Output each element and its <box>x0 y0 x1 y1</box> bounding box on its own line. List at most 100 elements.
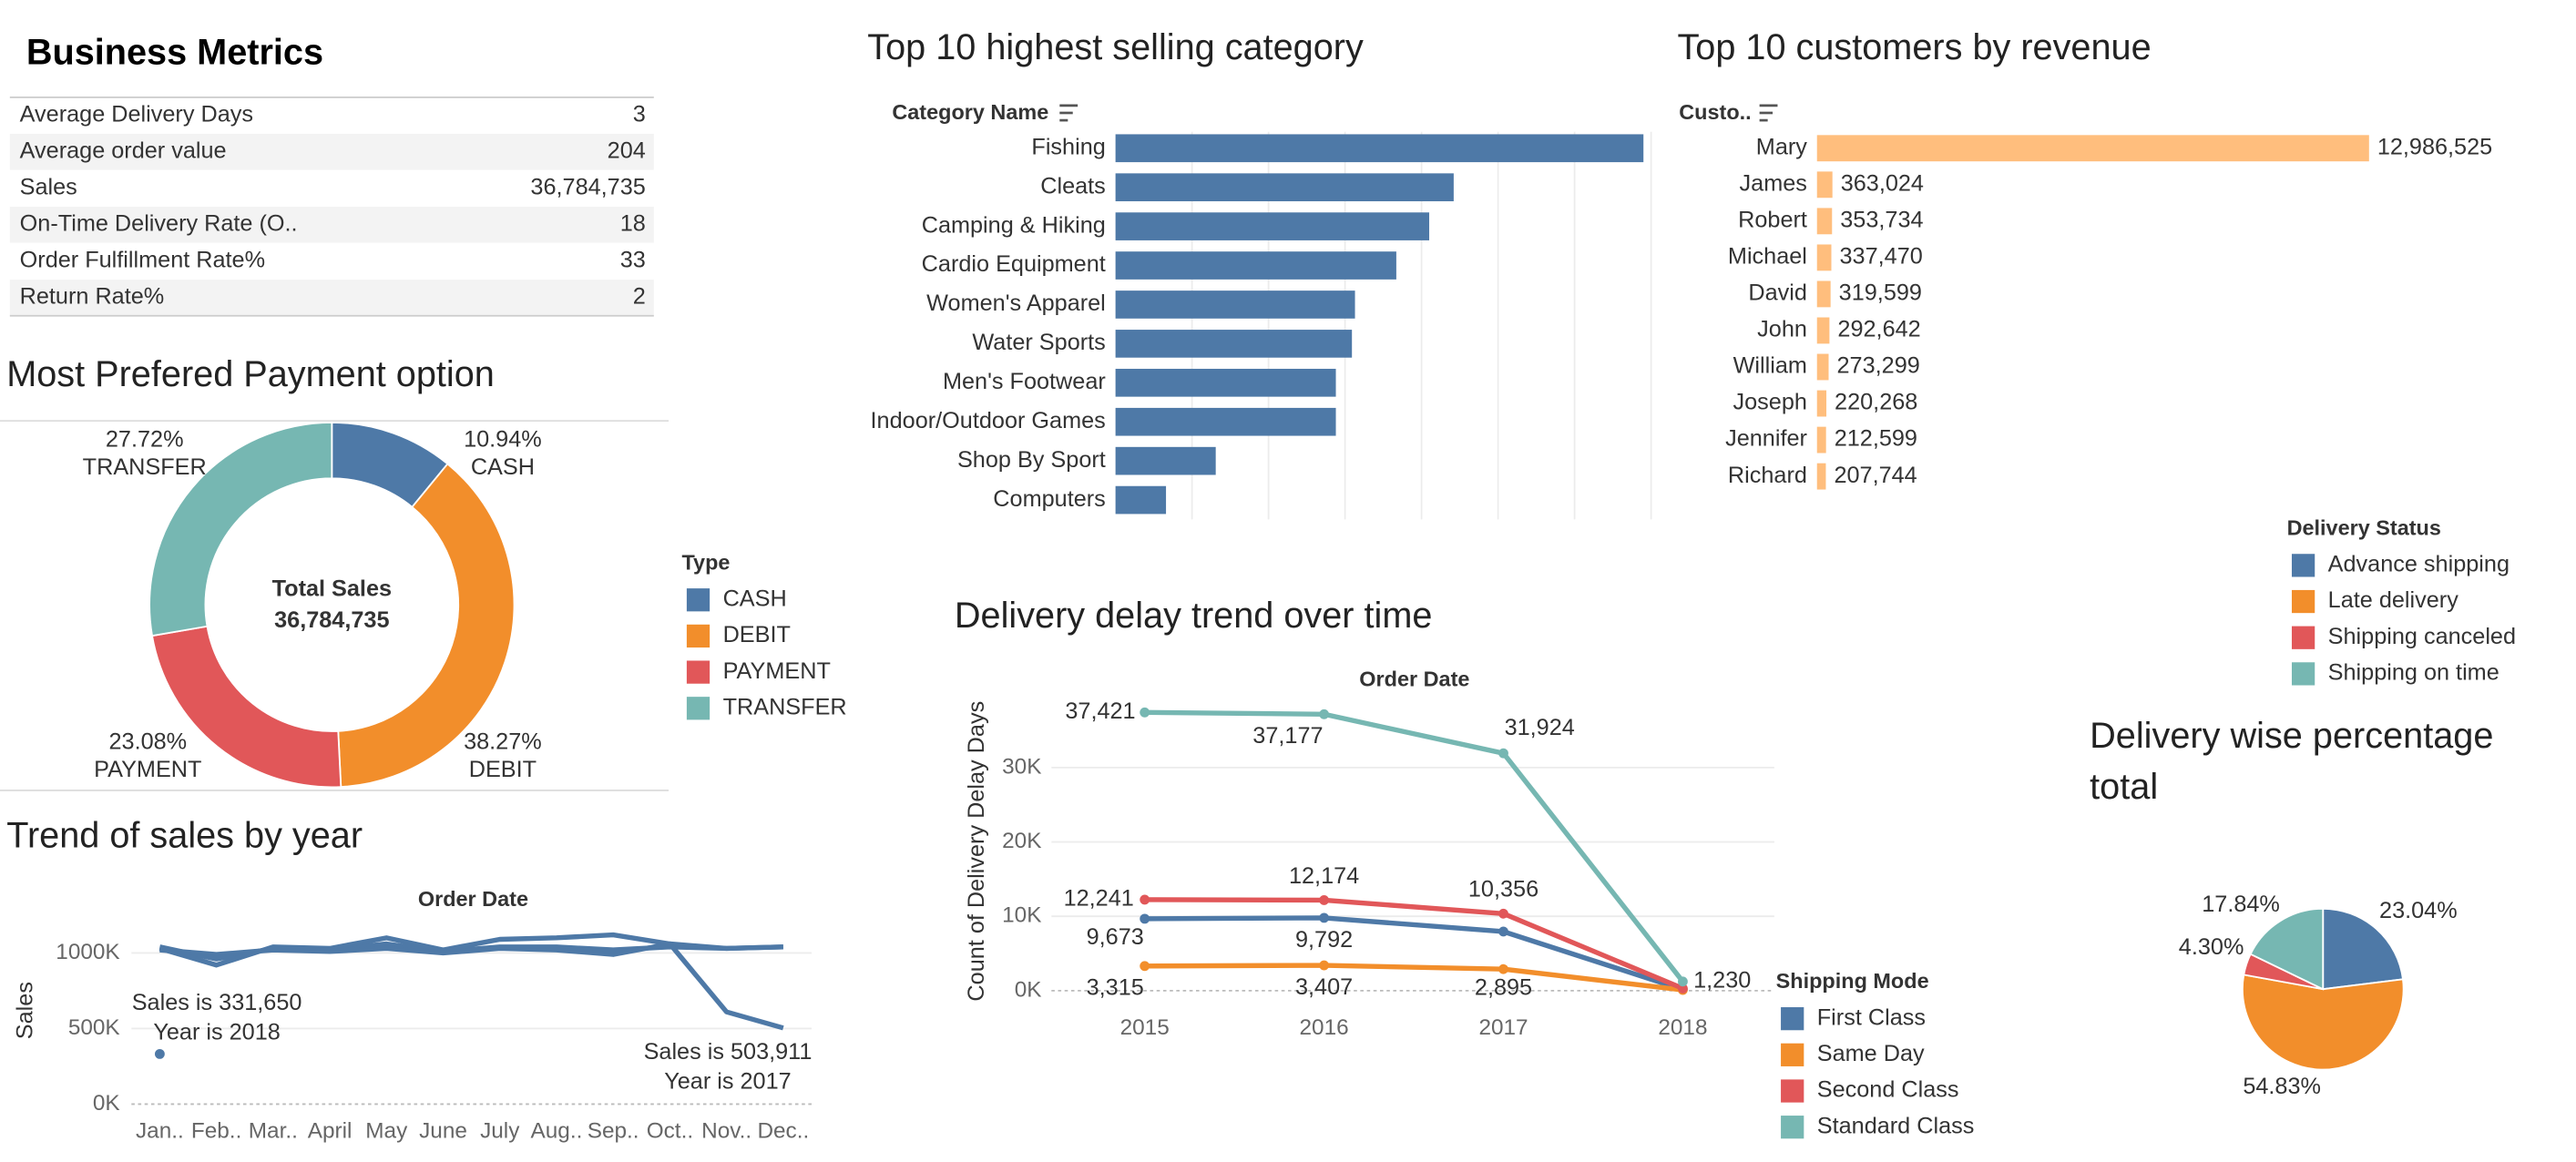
category-label: William <box>1733 353 1807 379</box>
value-label: 212,599 <box>1835 426 1917 452</box>
chart-title: Top 10 customers by revenue <box>1677 27 2151 67</box>
legend-label: Shipping canceled <box>2328 624 2516 649</box>
y-tick-label: 30K <box>1002 754 1041 779</box>
category-label: Camping & Hiking <box>922 212 1106 238</box>
category-label: Shop By Sport <box>957 447 1106 473</box>
x-tick-label: Sep.. <box>588 1119 639 1144</box>
value-label: 12,986,525 <box>2377 134 2492 159</box>
bar <box>1816 390 1827 417</box>
category-label: Robert <box>1738 208 1807 233</box>
legend-title: Shipping Mode <box>1776 969 1929 993</box>
bar <box>1115 290 1355 319</box>
point <box>154 1048 165 1059</box>
legend-label: First Class <box>1817 1004 1926 1030</box>
metric-value: 18 <box>620 210 646 236</box>
category-label: Computers <box>993 486 1106 512</box>
category-label: Water Sports <box>972 330 1105 355</box>
bar <box>1816 426 1826 454</box>
x-tick-label: Dec.. <box>757 1119 809 1144</box>
slice <box>337 463 516 789</box>
legend-label: Same Day <box>1817 1041 1925 1066</box>
metric-value: 33 <box>620 248 646 273</box>
slice-name: PAYMENT <box>94 757 201 782</box>
value-label: 353,734 <box>1840 208 1923 233</box>
data-label: 9,673 <box>1087 924 1144 950</box>
data-label: 37,177 <box>1252 723 1323 749</box>
x-tick-label: Nov.. <box>701 1119 751 1144</box>
sort-icon <box>1059 104 1078 122</box>
line <box>1144 897 1684 991</box>
metric-label: Return Rate% <box>20 284 165 310</box>
data-label: 31,924 <box>1505 715 1575 740</box>
legend-label: CASH <box>723 586 787 611</box>
slice-label: 38.27% <box>464 729 542 754</box>
axis-header: Order Date <box>1359 667 1469 690</box>
category-label: Michael <box>1728 244 1807 270</box>
title-box: Delivery wise percentage total <box>2090 714 2494 807</box>
category-label: Cardio Equipment <box>922 251 1106 277</box>
category-label: Mary <box>1756 134 1807 159</box>
y-axis-label: Count of Delivery Delay Days <box>964 701 989 1002</box>
category-label: Men's Footwear <box>943 369 1106 394</box>
x-tick-label: May <box>365 1119 408 1144</box>
metric-value: 2 <box>633 284 646 310</box>
center-value: 36,784,735 <box>274 607 389 633</box>
bar <box>1816 171 1833 199</box>
slice-name: CASH <box>471 454 535 480</box>
legend-swatch <box>2291 662 2315 686</box>
legend-label: PAYMENT <box>723 658 831 684</box>
legend-swatch <box>1781 1116 1804 1139</box>
slice-label: 10.94% <box>464 426 542 452</box>
x-tick-label: July <box>480 1119 520 1144</box>
x-tick-label: April <box>308 1119 353 1144</box>
data-label: 3,315 <box>1087 975 1144 1001</box>
legend-label: DEBIT <box>723 622 791 647</box>
slice-label: 17.84% <box>2202 892 2280 917</box>
x-tick-label: 2017 <box>1478 1015 1528 1040</box>
slice-label: 4.30% <box>2179 934 2244 960</box>
annotation: Year is 2017 <box>664 1069 791 1095</box>
bar <box>1115 485 1167 515</box>
value-label: 337,470 <box>1840 244 1923 270</box>
column-header: Category Name <box>892 100 1048 124</box>
line <box>1144 709 1685 984</box>
metric-label: Order Fulfillment Rate% <box>20 248 265 273</box>
data-label: 12,174 <box>1289 863 1359 889</box>
chart-title: Delivery delay trend over time <box>955 596 1433 636</box>
center-label: Total Sales <box>272 576 392 602</box>
metric-value: 3 <box>633 101 646 127</box>
slice-label: 23.08% <box>109 729 188 754</box>
row-bg <box>9 133 654 170</box>
legend-swatch <box>1781 1079 1804 1103</box>
bar <box>1816 280 1831 308</box>
y-tick-label: 0K <box>1015 977 1042 1002</box>
chart-title: Top 10 highest selling category <box>867 27 1364 67</box>
legend-swatch <box>686 624 710 648</box>
bar <box>1115 212 1430 240</box>
data-label: 9,792 <box>1295 927 1353 953</box>
legend-swatch <box>686 588 710 612</box>
legend-swatch <box>686 697 710 720</box>
y-tick-label: 0K <box>93 1091 120 1116</box>
y-tick-label: 10K <box>1002 903 1041 928</box>
data-label: 1,230 <box>1693 967 1751 993</box>
slice <box>2241 973 2405 1071</box>
line <box>1144 963 1683 993</box>
bar <box>1816 244 1832 271</box>
column-header: Custo.. <box>1679 100 1751 124</box>
axis-header: Order Date <box>418 887 528 911</box>
chart-title: Most Prefered Payment option <box>6 354 495 394</box>
category-label: David <box>1748 280 1807 306</box>
metrics-title: Business Metrics <box>26 32 323 72</box>
chart-title: Delivery wise percentage total <box>2090 714 2494 807</box>
category-label: Fishing <box>1031 134 1105 159</box>
data-label: 10,356 <box>1468 877 1538 902</box>
category-label: Cleats <box>1040 173 1106 199</box>
value-label: 220,268 <box>1835 390 1917 415</box>
chart-title: Trend of sales by year <box>6 816 363 856</box>
x-tick-label: 2016 <box>1300 1015 1349 1040</box>
metric-value: 204 <box>608 138 646 163</box>
x-tick-label: 2018 <box>1658 1015 1707 1040</box>
category-label: James <box>1740 170 1807 196</box>
y-tick-label: 20K <box>1002 829 1041 853</box>
